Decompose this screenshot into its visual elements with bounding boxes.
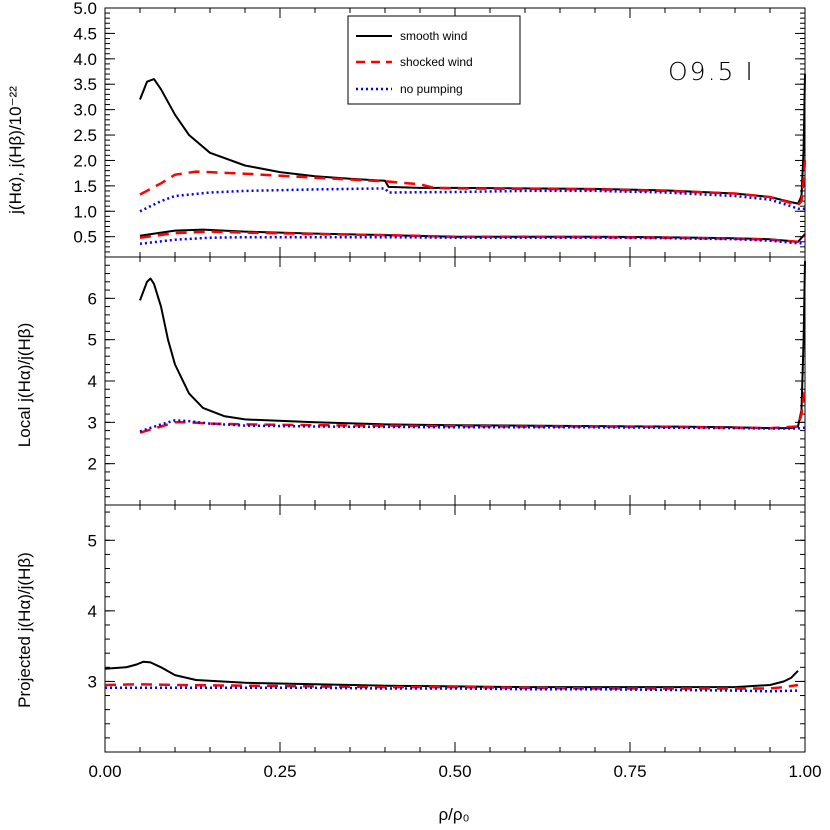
top-ytick-label: 1.5 — [73, 177, 97, 196]
middle-ytick-label: 6 — [88, 289, 97, 308]
middle-series-line — [139, 419, 806, 433]
top-ytick-label: 4.0 — [73, 50, 97, 69]
bottom-ytick-label: 5 — [88, 531, 97, 550]
panel-middle: 2 3 4 5 6 — [88, 256, 807, 506]
top-ytick-label: 4.5 — [73, 24, 97, 43]
legend-label-nopump: no pumping — [400, 82, 463, 96]
top-ytick-label: 2.0 — [73, 151, 97, 170]
middle-frame — [104, 256, 806, 506]
top-series-line — [139, 160, 807, 207]
top-ytick-label: 0.5 — [73, 228, 97, 247]
top-ytick-label: 5.0 — [73, 0, 97, 18]
top-ytick-label: 1.0 — [73, 202, 97, 221]
xlabel: ρ/ρ₀ — [438, 805, 469, 824]
top-series-line — [139, 235, 805, 246]
middle-series-line — [139, 261, 806, 430]
bottom-series-line — [104, 660, 799, 689]
legend: smooth wind shocked wind no pumping — [347, 15, 521, 105]
middle-ylabel: Local j(Hα)/j(Hβ) — [15, 323, 34, 447]
bottom-series-line — [104, 683, 799, 690]
xtick-label: 0.50 — [438, 762, 471, 781]
bottom-ylabel: Projected j(Hα)/j(Hβ) — [15, 552, 34, 708]
xtick-label: 0.25 — [263, 762, 296, 781]
bottom-series-line — [105, 686, 799, 693]
top-ylabel: j(Hα), j(Hβ)/10⁻²² — [6, 86, 25, 215]
legend-label-smooth: smooth wind — [400, 29, 467, 43]
middle-ytick-label: 2 — [88, 455, 97, 474]
middle-ytick-label: 5 — [88, 331, 97, 350]
top-ytick-label: 3.0 — [73, 101, 97, 120]
middle-ytick-label: 3 — [88, 413, 97, 432]
bottom-ytick-label: 4 — [88, 602, 97, 621]
xtick-label: 1.00 — [788, 762, 821, 781]
top-ytick-label: 2.5 — [73, 126, 97, 145]
bottom-ytick-label: 3 — [88, 672, 97, 691]
top-series-line — [139, 187, 805, 213]
annotation: O9.5 I — [668, 57, 755, 86]
xtick-label: 0.00 — [88, 762, 121, 781]
panel-top: 0.5 1.0 1.5 2.0 2.5 3.0 3.5 4.0 4.5 5.0 — [73, 0, 807, 258]
top-ytick-label: 3.5 — [73, 75, 97, 94]
panel-bottom: 3 4 5 0.00 0.25 0.50 0.75 1.00 — [88, 504, 822, 781]
legend-label-shocked: shocked wind — [400, 55, 473, 69]
xtick-label: 0.75 — [613, 762, 646, 781]
middle-ytick-label: 4 — [88, 372, 97, 391]
bottom-frame — [104, 504, 806, 753]
